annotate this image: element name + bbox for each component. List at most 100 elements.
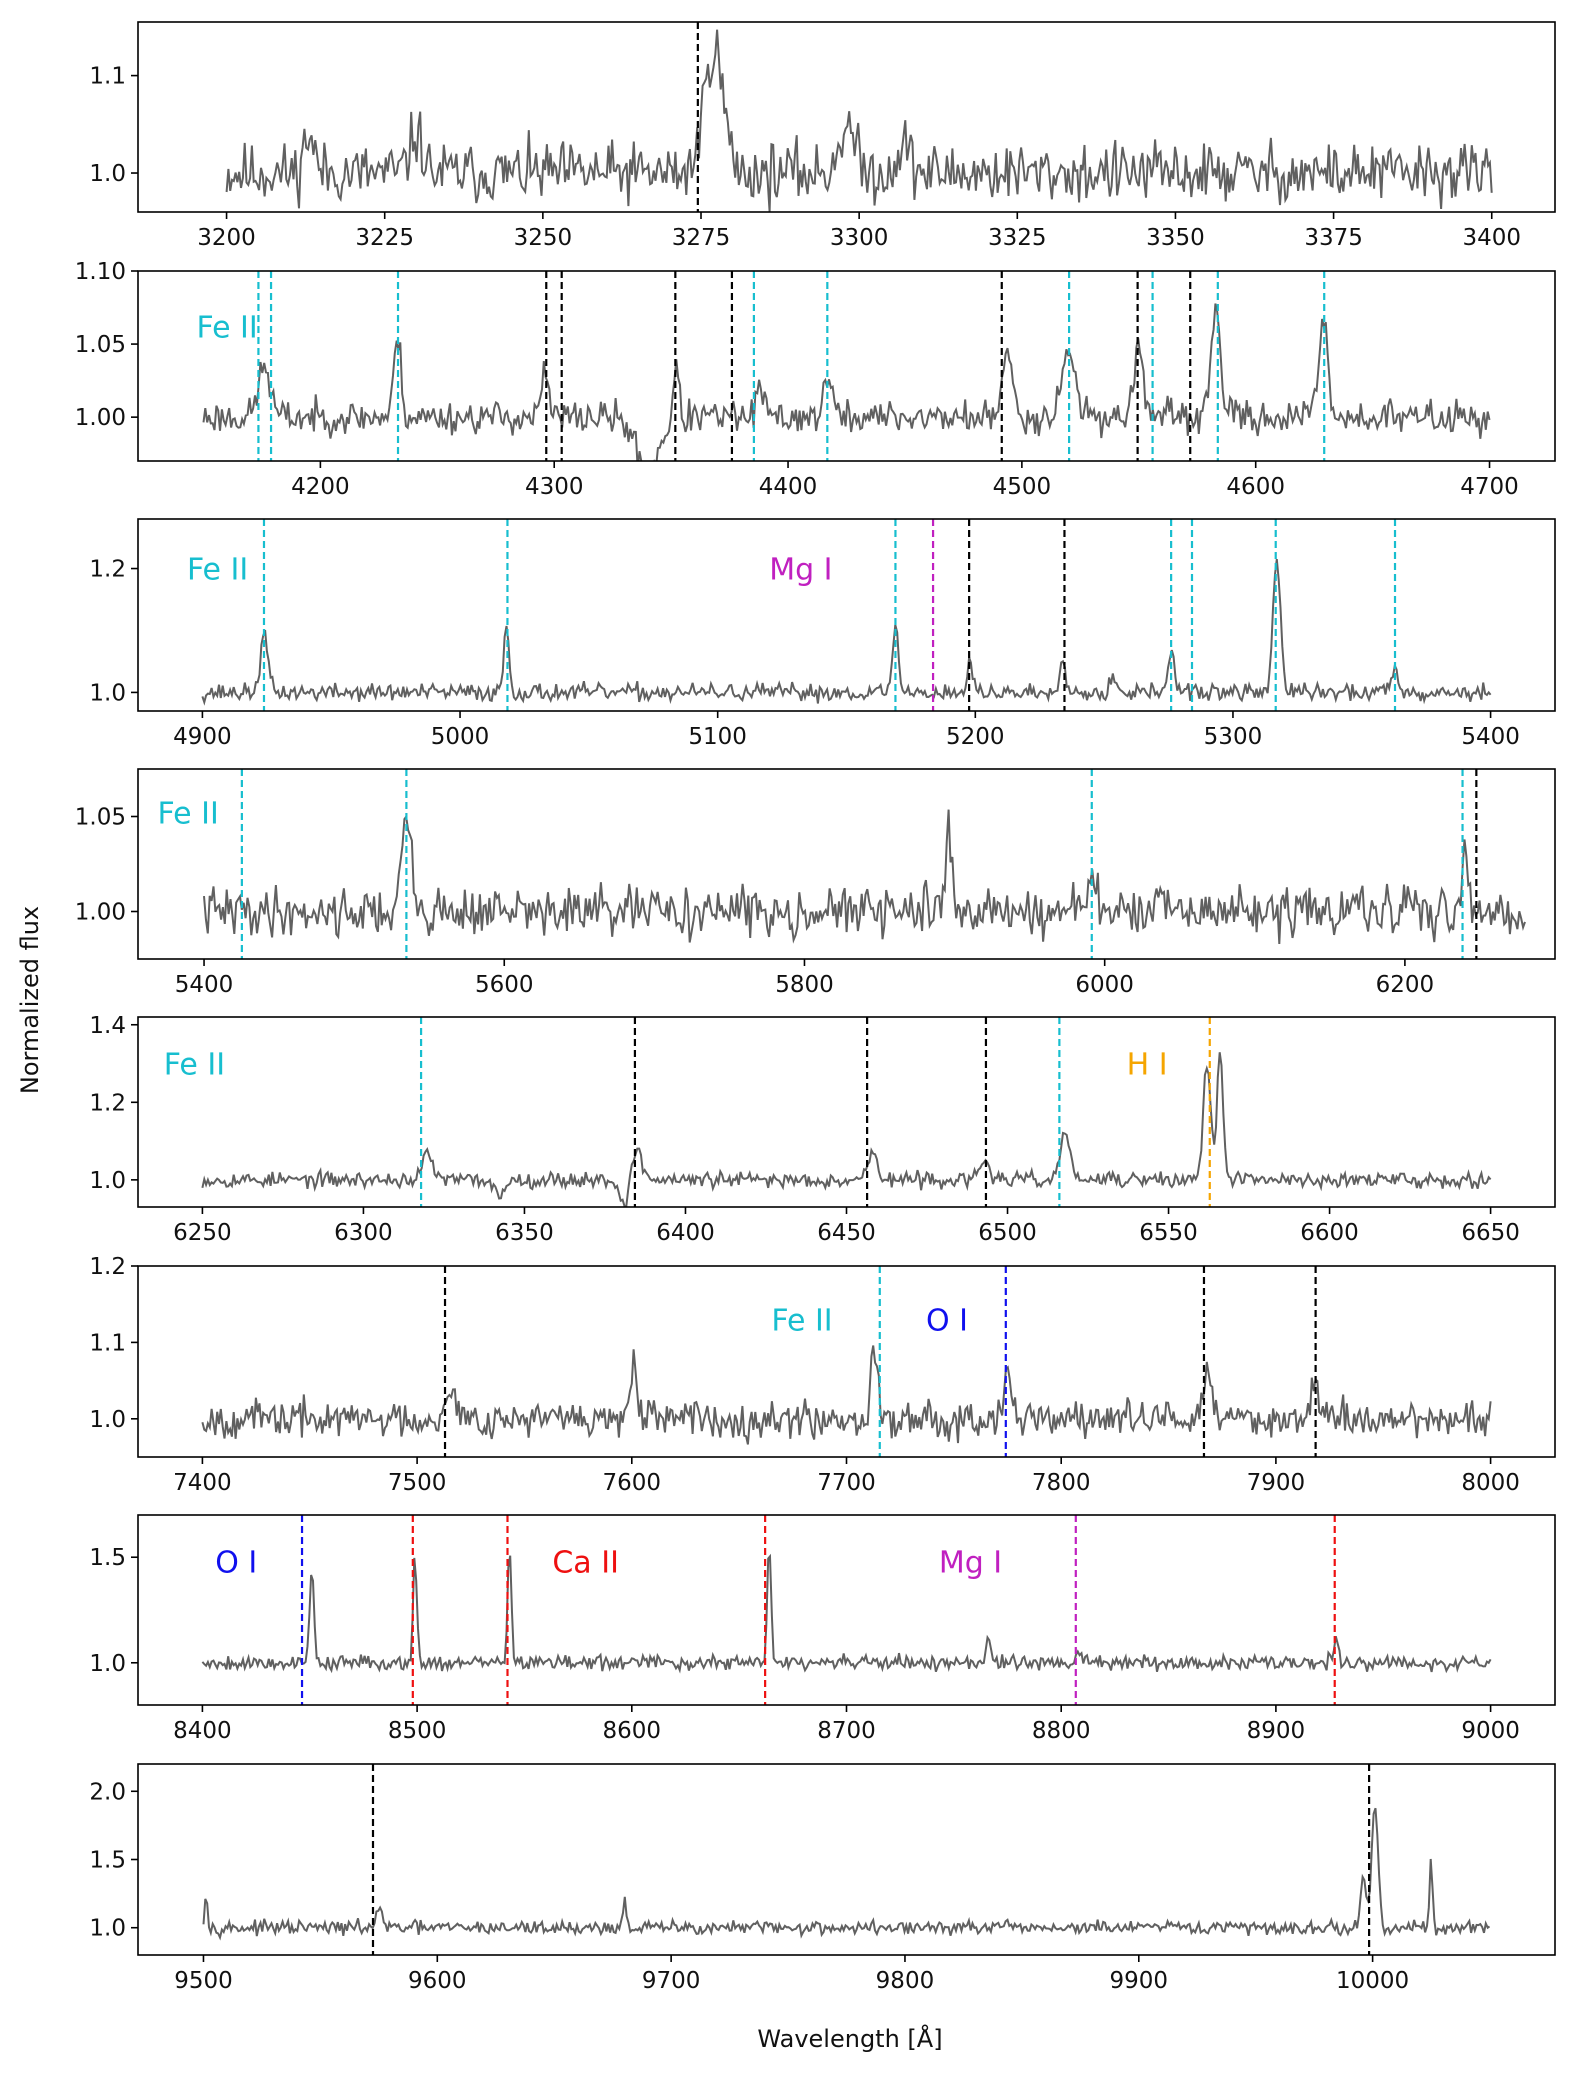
spectrum-panel-1: 3200 3225 3250 3275 3300 3325 3350 3375 3400 1.0 1… [89, 21, 1556, 251]
x-tick-label: 4700 [1460, 474, 1519, 500]
panel-frame [137, 21, 1556, 213]
x-tick-label: 6550 [1139, 1220, 1198, 1246]
species-label: O I [215, 1545, 257, 1580]
x-tick-label: 9700 [642, 1968, 701, 1994]
x-tick-label: 3350 [1146, 225, 1205, 251]
x-tick-label: 4500 [993, 474, 1052, 500]
x-tick-label: 8500 [388, 1718, 447, 1744]
panel-frame [137, 518, 1556, 712]
spectrum-line [201, 558, 1492, 706]
x-tick-label: 4600 [1226, 474, 1285, 500]
x-tick-label: 8000 [1461, 1470, 1520, 1496]
x-axis-label: Wavelength [Å] [757, 2024, 942, 2053]
spectrum-panel-4: 5400 5600 5800 6000 6200 1.00 1.05 Fe II [75, 768, 1556, 998]
x-tick-label: 7700 [817, 1470, 876, 1496]
x-tick-label: 4300 [525, 474, 584, 500]
y-tick-label: 1.5 [89, 1545, 126, 1571]
x-tick-label: 9900 [1110, 1968, 1169, 1994]
species-label: Fe II [187, 553, 248, 588]
x-tick-label: 6250 [173, 1220, 232, 1246]
spectrum-panel-5: 6250 6300 6350 6400 6450 6500 6550 6600 6650 1.0 1… [89, 1013, 1556, 1246]
y-tick-label: 2.0 [89, 1779, 126, 1805]
x-tick-label: 3275 [672, 225, 731, 251]
x-tick-label: 6000 [1075, 972, 1134, 998]
x-tick-label: 4400 [759, 474, 818, 500]
species-label: Fe II [196, 311, 257, 346]
x-tick-label: 3225 [355, 225, 414, 251]
spectrum-line [201, 1052, 1492, 1207]
x-tick-label: 5600 [475, 972, 534, 998]
species-label: H I [1127, 1048, 1168, 1083]
spectrum-line [202, 303, 1491, 461]
x-tick-label: 7900 [1247, 1470, 1306, 1496]
spectrum-line [201, 1345, 1492, 1445]
x-tick-label: 3400 [1462, 225, 1521, 251]
x-tick-label: 8600 [603, 1718, 662, 1744]
species-label: Fe II [158, 797, 219, 832]
x-tick-label: 9600 [408, 1968, 467, 1994]
spectrum-panel-8: 9500 9600 9700 9800 9900 10000 1.0 1.5 2.0 [89, 1763, 1556, 1994]
x-tick-label: 3375 [1304, 225, 1363, 251]
x-tick-label: 5800 [775, 972, 834, 998]
species-label: Fe II [771, 1303, 832, 1338]
y-tick-label: 1.00 [75, 405, 126, 431]
x-tick-label: 5100 [688, 724, 747, 750]
x-tick-label: 3200 [197, 225, 256, 251]
y-tick-label: 1.0 [89, 1916, 126, 1942]
x-tick-label: 7600 [603, 1470, 662, 1496]
species-label: Mg I [939, 1545, 1002, 1580]
species-label: Ca II [552, 1545, 619, 1580]
x-tick-label: 8900 [1247, 1718, 1306, 1744]
x-tick-label: 9500 [174, 1968, 233, 1994]
y-tick-label: 1.2 [89, 557, 126, 583]
spectrum-panel-2: 4200 4300 4400 4500 4600 4700 1.00 1.05 1.10 Fe I… [75, 259, 1556, 500]
x-tick-label: 3300 [830, 225, 889, 251]
y-tick-label: 1.05 [75, 332, 126, 358]
y-tick-label: 1.4 [89, 1013, 126, 1039]
spectrum-line [225, 29, 1493, 212]
x-tick-label: 7400 [173, 1470, 232, 1496]
x-tick-label: 7500 [388, 1470, 447, 1496]
y-tick-label: 1.0 [89, 1407, 126, 1433]
y-tick-label: 1.05 [75, 805, 126, 831]
x-tick-label: 5300 [1204, 724, 1263, 750]
x-tick-label: 6450 [817, 1220, 876, 1246]
x-tick-label: 3250 [514, 225, 573, 251]
x-tick-label: 7800 [1032, 1470, 1091, 1496]
y-tick-label: 1.0 [89, 161, 126, 187]
panels: 3200 3225 3250 3275 3300 3325 3350 3375 3400 1.0 1… [75, 21, 1556, 1994]
x-tick-label: 6200 [1376, 972, 1435, 998]
x-tick-label: 10000 [1336, 1968, 1409, 1994]
x-tick-label: 8800 [1032, 1718, 1091, 1744]
species-label: Mg I [769, 553, 832, 588]
x-tick-label: 4900 [173, 724, 232, 750]
y-tick-label: 1.1 [89, 64, 126, 90]
y-tick-label: 1.5 [89, 1848, 126, 1874]
spectrum-line [203, 809, 1526, 944]
x-tick-label: 3325 [988, 225, 1047, 251]
x-tick-label: 9000 [1461, 1718, 1520, 1744]
x-tick-label: 6600 [1300, 1220, 1359, 1246]
spectrum-panel-7: 8400 8500 8600 8700 8800 8900 9000 1.0 1.5 O I Ca … [89, 1514, 1556, 1744]
panel-frame [137, 270, 1556, 462]
panel-frame [137, 1265, 1556, 1458]
x-tick-label: 6650 [1461, 1220, 1520, 1246]
x-tick-label: 5000 [431, 724, 490, 750]
spectrum-line [202, 1807, 1491, 1941]
y-axis-label: Normalized flux [16, 906, 44, 1094]
y-tick-label: 1.2 [89, 1254, 126, 1280]
species-label: O I [926, 1303, 968, 1338]
x-tick-label: 6350 [495, 1220, 554, 1246]
x-tick-label: 9800 [876, 1968, 935, 1994]
x-tick-label: 8400 [173, 1718, 232, 1744]
y-tick-label: 1.0 [89, 1168, 126, 1194]
x-tick-label: 4200 [291, 474, 350, 500]
spectrum-panel-3: 4900 5000 5100 5200 5300 5400 1.0 1.2 Fe II Mg I [89, 518, 1556, 750]
spectrum-panel-6: 7400 7500 7600 7700 7800 7900 8000 1.0 1.1 1.2 Fe … [89, 1254, 1556, 1496]
x-tick-label: 5400 [175, 972, 234, 998]
y-tick-label: 1.1 [89, 1330, 126, 1356]
x-tick-label: 5200 [946, 724, 1005, 750]
panel-frame [137, 1514, 1556, 1706]
x-tick-label: 6400 [656, 1220, 715, 1246]
